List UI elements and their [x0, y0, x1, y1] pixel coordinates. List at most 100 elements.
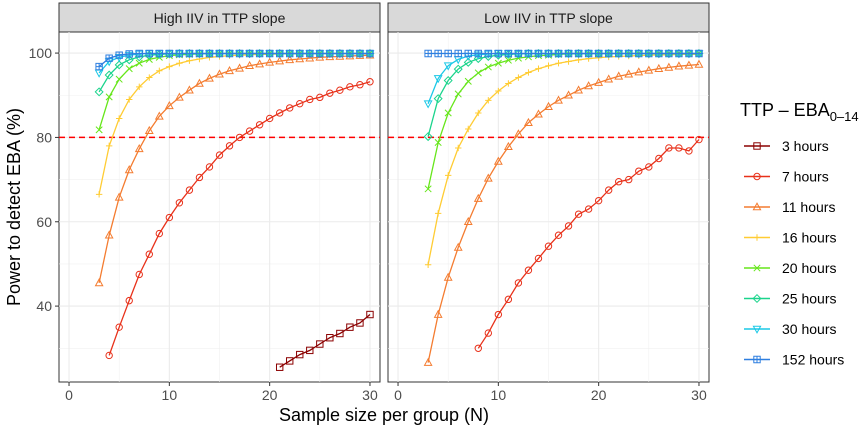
data-point — [125, 296, 133, 305]
data-point — [483, 173, 493, 182]
data-point — [473, 54, 483, 64]
data-point — [356, 81, 364, 89]
data-point — [695, 135, 703, 144]
data-point — [604, 186, 613, 194]
data-point — [306, 49, 314, 58]
data-point — [494, 59, 502, 67]
data-point — [95, 126, 103, 134]
data-point — [336, 49, 344, 58]
data-point — [145, 250, 153, 258]
data-point — [594, 49, 603, 58]
data-point — [463, 216, 473, 226]
legend-key-marker — [752, 325, 762, 334]
y-tick-label: 40 — [36, 298, 52, 314]
data-point — [265, 49, 274, 58]
data-point — [574, 49, 583, 58]
strip-background — [387, 2, 710, 33]
data-point — [114, 60, 124, 70]
data-point — [326, 334, 334, 342]
data-point — [166, 63, 173, 70]
data-point — [554, 231, 563, 239]
series-line — [98, 52, 370, 68]
data-point — [336, 86, 344, 94]
data-point — [275, 363, 284, 371]
data-point — [336, 329, 344, 338]
legend-label: 30 hours — [782, 321, 836, 337]
legend-items: 3 hours 7 hours 11 hours 16 hours 20 hours 25… — [744, 138, 844, 368]
data-point — [614, 71, 624, 80]
data-point — [434, 210, 442, 217]
series-line — [477, 139, 700, 349]
data-point — [165, 49, 174, 58]
x-axis: 0 10 20 30 — [394, 382, 707, 403]
data-point — [645, 49, 653, 58]
data-point — [225, 65, 234, 75]
data-point — [453, 64, 463, 74]
data-point — [564, 90, 574, 99]
data-point — [356, 49, 364, 58]
data-point — [485, 97, 492, 104]
data-point — [444, 172, 452, 179]
data-point — [185, 186, 194, 194]
data-point — [296, 99, 304, 108]
data-point — [544, 101, 553, 110]
data-point — [286, 357, 294, 365]
data-point — [635, 49, 643, 58]
data-point — [474, 344, 482, 352]
data-point — [115, 51, 123, 59]
data-point — [564, 49, 573, 58]
data-point — [675, 144, 683, 152]
data-point — [625, 49, 633, 58]
legend-title-subscript: 0–14 — [830, 109, 859, 124]
data-point — [205, 163, 214, 171]
data-point — [534, 254, 543, 263]
legend-label: 7 hours — [782, 169, 829, 185]
data-point — [584, 49, 593, 58]
data-point — [494, 49, 503, 58]
data-point — [423, 132, 433, 142]
data-point — [574, 85, 584, 94]
legend-item-7-hours: 7 hours — [744, 169, 829, 185]
legend-key-marker — [752, 293, 762, 304]
data-point — [474, 69, 482, 77]
data-point — [644, 65, 654, 74]
data-point — [433, 309, 443, 318]
data-point — [225, 142, 234, 150]
data-point — [495, 87, 502, 95]
legend-item-152-hours: 152 hours — [744, 352, 844, 368]
series-layer — [423, 48, 704, 366]
data-point — [286, 104, 294, 112]
legend-key-marker — [753, 355, 761, 364]
data-point — [443, 62, 453, 71]
data-point — [125, 50, 133, 58]
data-point — [245, 127, 254, 135]
data-point — [464, 77, 472, 85]
data-point — [316, 49, 324, 58]
data-point — [215, 151, 224, 159]
data-point — [346, 49, 354, 58]
legend-item-3-hours: 3 hours — [744, 138, 829, 154]
data-point — [316, 340, 324, 348]
data-point — [114, 192, 124, 201]
data-point — [674, 61, 684, 70]
data-point — [615, 177, 623, 186]
data-point — [165, 213, 174, 222]
data-point — [685, 147, 693, 155]
x-tick-label: 10 — [162, 387, 178, 403]
data-point — [635, 167, 643, 175]
data-point — [184, 85, 194, 94]
data-point — [175, 49, 184, 58]
legend-title-main: TTP – EBA — [740, 100, 830, 120]
data-point — [215, 69, 224, 78]
data-point — [115, 115, 123, 122]
series-3-hours — [275, 310, 374, 371]
series-layer — [94, 48, 375, 371]
data-point — [514, 49, 523, 58]
x-tick-label: 30 — [362, 387, 378, 403]
data-point — [95, 62, 103, 71]
series-line — [98, 54, 371, 284]
data-point — [245, 49, 254, 58]
data-point — [685, 49, 693, 58]
data-point — [493, 156, 503, 165]
data-point — [144, 125, 154, 134]
